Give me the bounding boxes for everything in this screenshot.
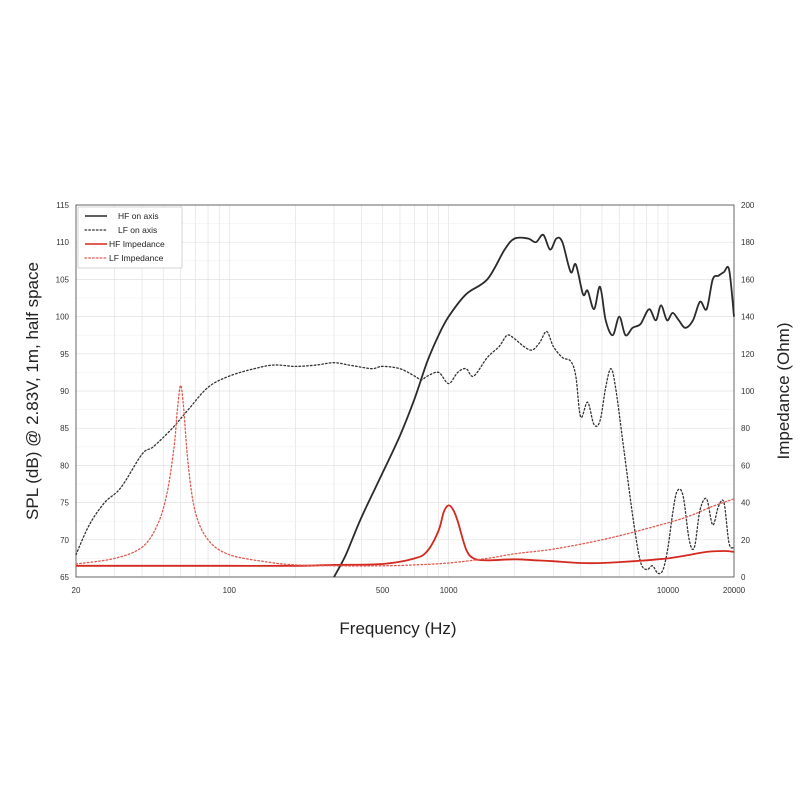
legend-label-lf-impedance: LF Impedance xyxy=(109,253,164,263)
y-right-tick-label: 180 xyxy=(741,238,755,247)
x-tick-label: 1000 xyxy=(440,586,458,595)
legend-label-hf-impedance: HF Impedance xyxy=(109,239,165,249)
y-left-tick-label: 110 xyxy=(56,238,69,247)
y-right-tick-label: 0 xyxy=(741,573,746,582)
y-right-tick-label: 40 xyxy=(741,499,750,508)
y-left-tick-label: 90 xyxy=(60,387,69,396)
legend: HF on axis LF on axis HF Impedance LF Im… xyxy=(77,206,183,269)
series-layer xyxy=(75,233,735,578)
x-tick-label: 20 xyxy=(72,586,81,595)
x-tick-label: 500 xyxy=(376,586,390,595)
y-right-tick-label: 60 xyxy=(741,461,750,470)
series-line-lf-impedance xyxy=(75,384,735,567)
plot-frame xyxy=(75,204,735,578)
x-tick-label: 100 xyxy=(223,586,237,595)
y-right-tick-label: 120 xyxy=(741,350,755,359)
y-right-tick-label: 140 xyxy=(741,313,755,322)
legend-label-hf-on-axis: HF on axis xyxy=(118,211,159,221)
y-right-tick-label: 160 xyxy=(741,275,755,284)
y-left-tick-label: 70 xyxy=(60,536,69,545)
series-line-hf-on-axis xyxy=(333,233,735,578)
series-line-lf-on-axis xyxy=(75,330,735,575)
y-axis-right-title: Impedance (Ohm) xyxy=(774,323,793,460)
y-axis-left-title: SPL (dB) @ 2.83V, 1m, half space xyxy=(23,262,42,520)
series-line-hf-impedance xyxy=(76,504,735,567)
y-left-tick-label: 80 xyxy=(60,461,69,470)
y-left-tick-label: 75 xyxy=(60,499,69,508)
legend-label-lf-on-axis: LF on axis xyxy=(118,225,157,235)
y-left-tick-label: 115 xyxy=(56,201,69,210)
y-left-tick-label: 105 xyxy=(56,275,70,284)
y-left-tick-label: 85 xyxy=(60,424,69,433)
x-tick-label: 10000 xyxy=(657,586,680,595)
legend-box xyxy=(77,206,183,269)
x-axis-title: Frequency (Hz) xyxy=(339,619,456,638)
tick-labels: 20 100 500 1000 10000 20000657075808590951001… xyxy=(56,201,755,595)
y-left-tick-label: 95 xyxy=(60,350,69,359)
y-right-tick-label: 80 xyxy=(741,424,750,433)
y-right-tick-label: 200 xyxy=(741,201,755,210)
y-left-tick-label: 100 xyxy=(56,313,70,322)
y-right-tick-label: 20 xyxy=(741,536,750,545)
y-left-tick-label: 65 xyxy=(60,573,69,582)
y-right-tick-label: 100 xyxy=(741,387,755,396)
x-tick-label: 20000 xyxy=(723,586,746,595)
